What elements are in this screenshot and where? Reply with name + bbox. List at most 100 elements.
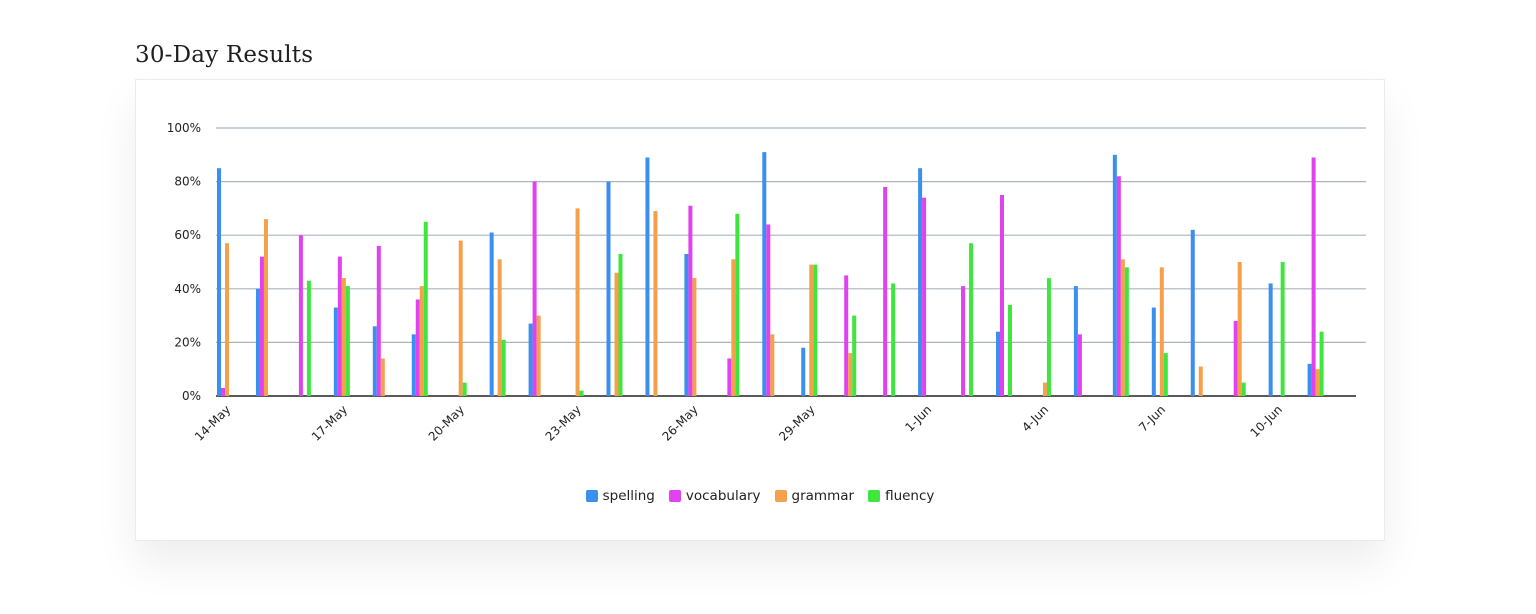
x-tick-label: 20-May [426, 402, 467, 443]
legend-item-grammar[interactable]: grammar [774, 488, 855, 504]
bar-fluency [501, 339, 506, 396]
bar-fluency [1319, 331, 1324, 396]
bar-spelling [489, 232, 494, 396]
bar-fluency [852, 315, 857, 396]
bar-vocabulary [727, 358, 732, 396]
bar-vocabulary [376, 245, 381, 396]
bar-grammar [1198, 366, 1203, 396]
legend-label: grammar [791, 488, 855, 504]
chart-legend: spelling vocabulary grammar fluency [136, 488, 1384, 504]
bar-spelling [372, 326, 377, 396]
legend-swatch [585, 490, 598, 502]
bar-spelling [1151, 307, 1156, 396]
bar-chart: 0% 20% 40% 60% 80% 100% 14-May 17-May 20-May 23-… [167, 121, 1366, 444]
bar-vocabulary [766, 224, 771, 396]
legend-swatch [868, 490, 881, 502]
y-tick-label: 80% [174, 175, 201, 189]
x-tick-label: 10-Jun [1247, 402, 1284, 439]
y-tick-label: 20% [174, 335, 201, 349]
x-tick-label: 26-May [659, 402, 700, 443]
bar-grammar [1042, 382, 1047, 396]
page-title: 30-Day Results [135, 42, 314, 68]
results-chart-card: 0% 20% 40% 60% 80% 100% 14-May 17-May 20-May 23-… [135, 79, 1385, 541]
bar-fluency [423, 221, 428, 396]
bar-spelling [801, 347, 806, 396]
x-tick-label: 7-Jun [1136, 402, 1168, 434]
bar-vocabulary [259, 256, 264, 396]
bar-spelling [1307, 363, 1312, 396]
bar-grammar [380, 358, 385, 396]
bar-vocabulary [1077, 334, 1082, 396]
bar-fluency [306, 280, 311, 396]
bar-grammar [225, 243, 229, 396]
bar-vocabulary [883, 186, 888, 396]
legend-item-fluency[interactable]: fluency [868, 488, 934, 504]
legend-label: spelling [602, 488, 655, 504]
bar-vocabulary [298, 235, 303, 396]
bar-fluency [579, 390, 584, 396]
bar-spelling [1112, 154, 1117, 396]
x-tick-label: 4-Jun [1019, 402, 1051, 434]
bar-vocabulary [1116, 176, 1121, 396]
x-tick-label: 29-May [776, 402, 817, 443]
bar-vocabulary [961, 286, 966, 396]
bar-spelling [411, 334, 416, 396]
bar-vocabulary [688, 205, 693, 396]
bar-grammar [1120, 259, 1125, 396]
bar-vocabulary [221, 387, 225, 396]
bar-grammar [692, 278, 697, 396]
bar-grammar [848, 353, 853, 396]
bar-grammar [575, 208, 580, 396]
bar-spelling [528, 323, 533, 396]
bar-grammar [1315, 369, 1320, 396]
bar-vocabulary [844, 275, 849, 396]
bar-fluency [462, 382, 467, 396]
bar-fluency [735, 213, 740, 396]
bar-grammar [458, 240, 463, 396]
bar-grammar [419, 286, 424, 396]
bar-grammar [341, 278, 346, 396]
legend-item-spelling[interactable]: spelling [585, 488, 655, 504]
bar-grammar [1237, 262, 1242, 396]
bar-grammar [770, 334, 775, 396]
bar-vocabulary [1233, 320, 1238, 396]
bar-fluency [969, 243, 974, 396]
bar-grammar [614, 272, 619, 396]
legend-swatch [668, 490, 681, 502]
bar-fluency [1241, 382, 1246, 396]
x-axis-ticks: 14-May 17-May 20-May 23-May 26-May 29-May 1-Ju… [192, 402, 1285, 443]
y-tick-label: 60% [174, 228, 201, 242]
bar-grammar [536, 315, 541, 396]
bar-fluency [1163, 353, 1168, 396]
x-tick-label: 1-Jun [902, 402, 934, 434]
bar-spelling [606, 181, 611, 396]
x-tick-label: 17-May [309, 402, 350, 443]
bar-spelling [333, 307, 338, 396]
bar-spelling [255, 288, 260, 396]
bar-grammar [497, 259, 502, 396]
bar-spelling [762, 152, 767, 396]
bar-spelling [996, 331, 1000, 396]
bar-vocabulary [922, 197, 927, 396]
bar-fluency [345, 286, 350, 396]
bar-vocabulary [1311, 157, 1316, 396]
y-tick-label: 100% [167, 121, 201, 135]
y-tick-label: 40% [174, 282, 201, 296]
y-tick-label: 0% [182, 389, 201, 403]
bar-fluency [1280, 262, 1285, 396]
legend-swatch [774, 490, 787, 502]
legend-item-vocabulary[interactable]: vocabulary [668, 488, 761, 504]
y-axis-ticks: 0% 20% 40% 60% 80% 100% [167, 121, 201, 403]
bar-vocabulary [532, 181, 537, 396]
legend-label: vocabulary [685, 488, 761, 504]
bar-grammar [731, 259, 736, 396]
bar-spelling [645, 157, 650, 396]
bar-spelling [1073, 286, 1078, 396]
grid-lines [216, 127, 1366, 397]
bar-fluency [618, 253, 623, 396]
bar-spelling [1190, 229, 1195, 396]
bar-spelling [918, 168, 923, 396]
bar-spelling [684, 253, 689, 396]
bar-grammar [263, 219, 268, 396]
bars [217, 152, 1324, 396]
